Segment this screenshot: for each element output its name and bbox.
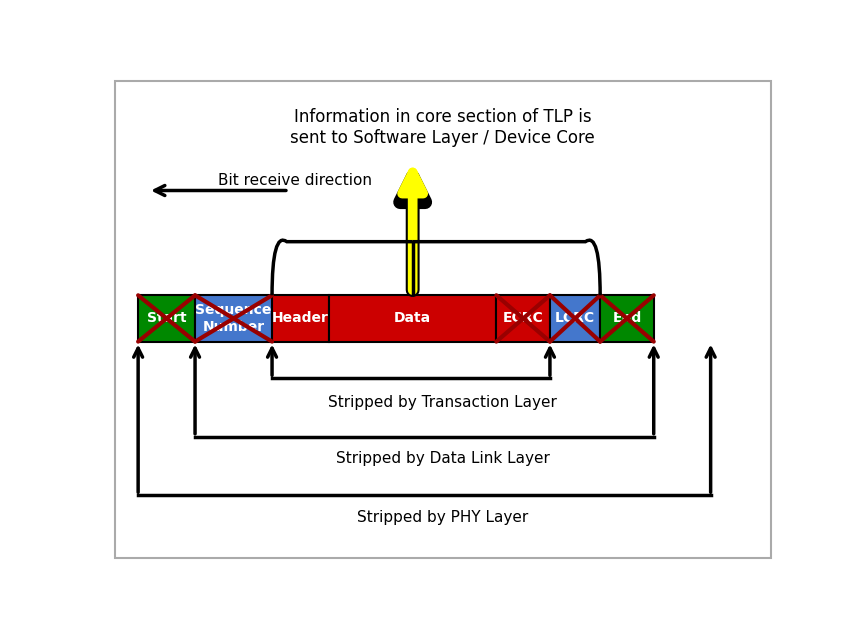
Text: Start: Start <box>147 311 187 325</box>
Bar <box>329 295 496 342</box>
Text: Bit receive direction: Bit receive direction <box>219 173 372 188</box>
Text: Header: Header <box>272 311 329 325</box>
Text: Stripped by PHY Layer: Stripped by PHY Layer <box>357 510 529 525</box>
Text: Stripped by Data Link Layer: Stripped by Data Link Layer <box>336 451 550 466</box>
Text: Stripped by Transaction Layer: Stripped by Transaction Layer <box>328 395 557 410</box>
Bar <box>550 295 600 342</box>
Text: Data: Data <box>394 311 431 325</box>
Text: Information in core section of TLP is
sent to Software Layer / Device Core: Information in core section of TLP is se… <box>290 108 595 146</box>
Text: LCRC: LCRC <box>555 311 595 325</box>
Bar <box>138 295 195 342</box>
Text: End: End <box>613 311 642 325</box>
Bar <box>496 295 550 342</box>
Text: ECRC: ECRC <box>503 311 543 325</box>
Bar <box>272 295 329 342</box>
Bar <box>195 295 272 342</box>
Bar <box>600 295 654 342</box>
Text: Sequence
Number: Sequence Number <box>195 303 272 334</box>
